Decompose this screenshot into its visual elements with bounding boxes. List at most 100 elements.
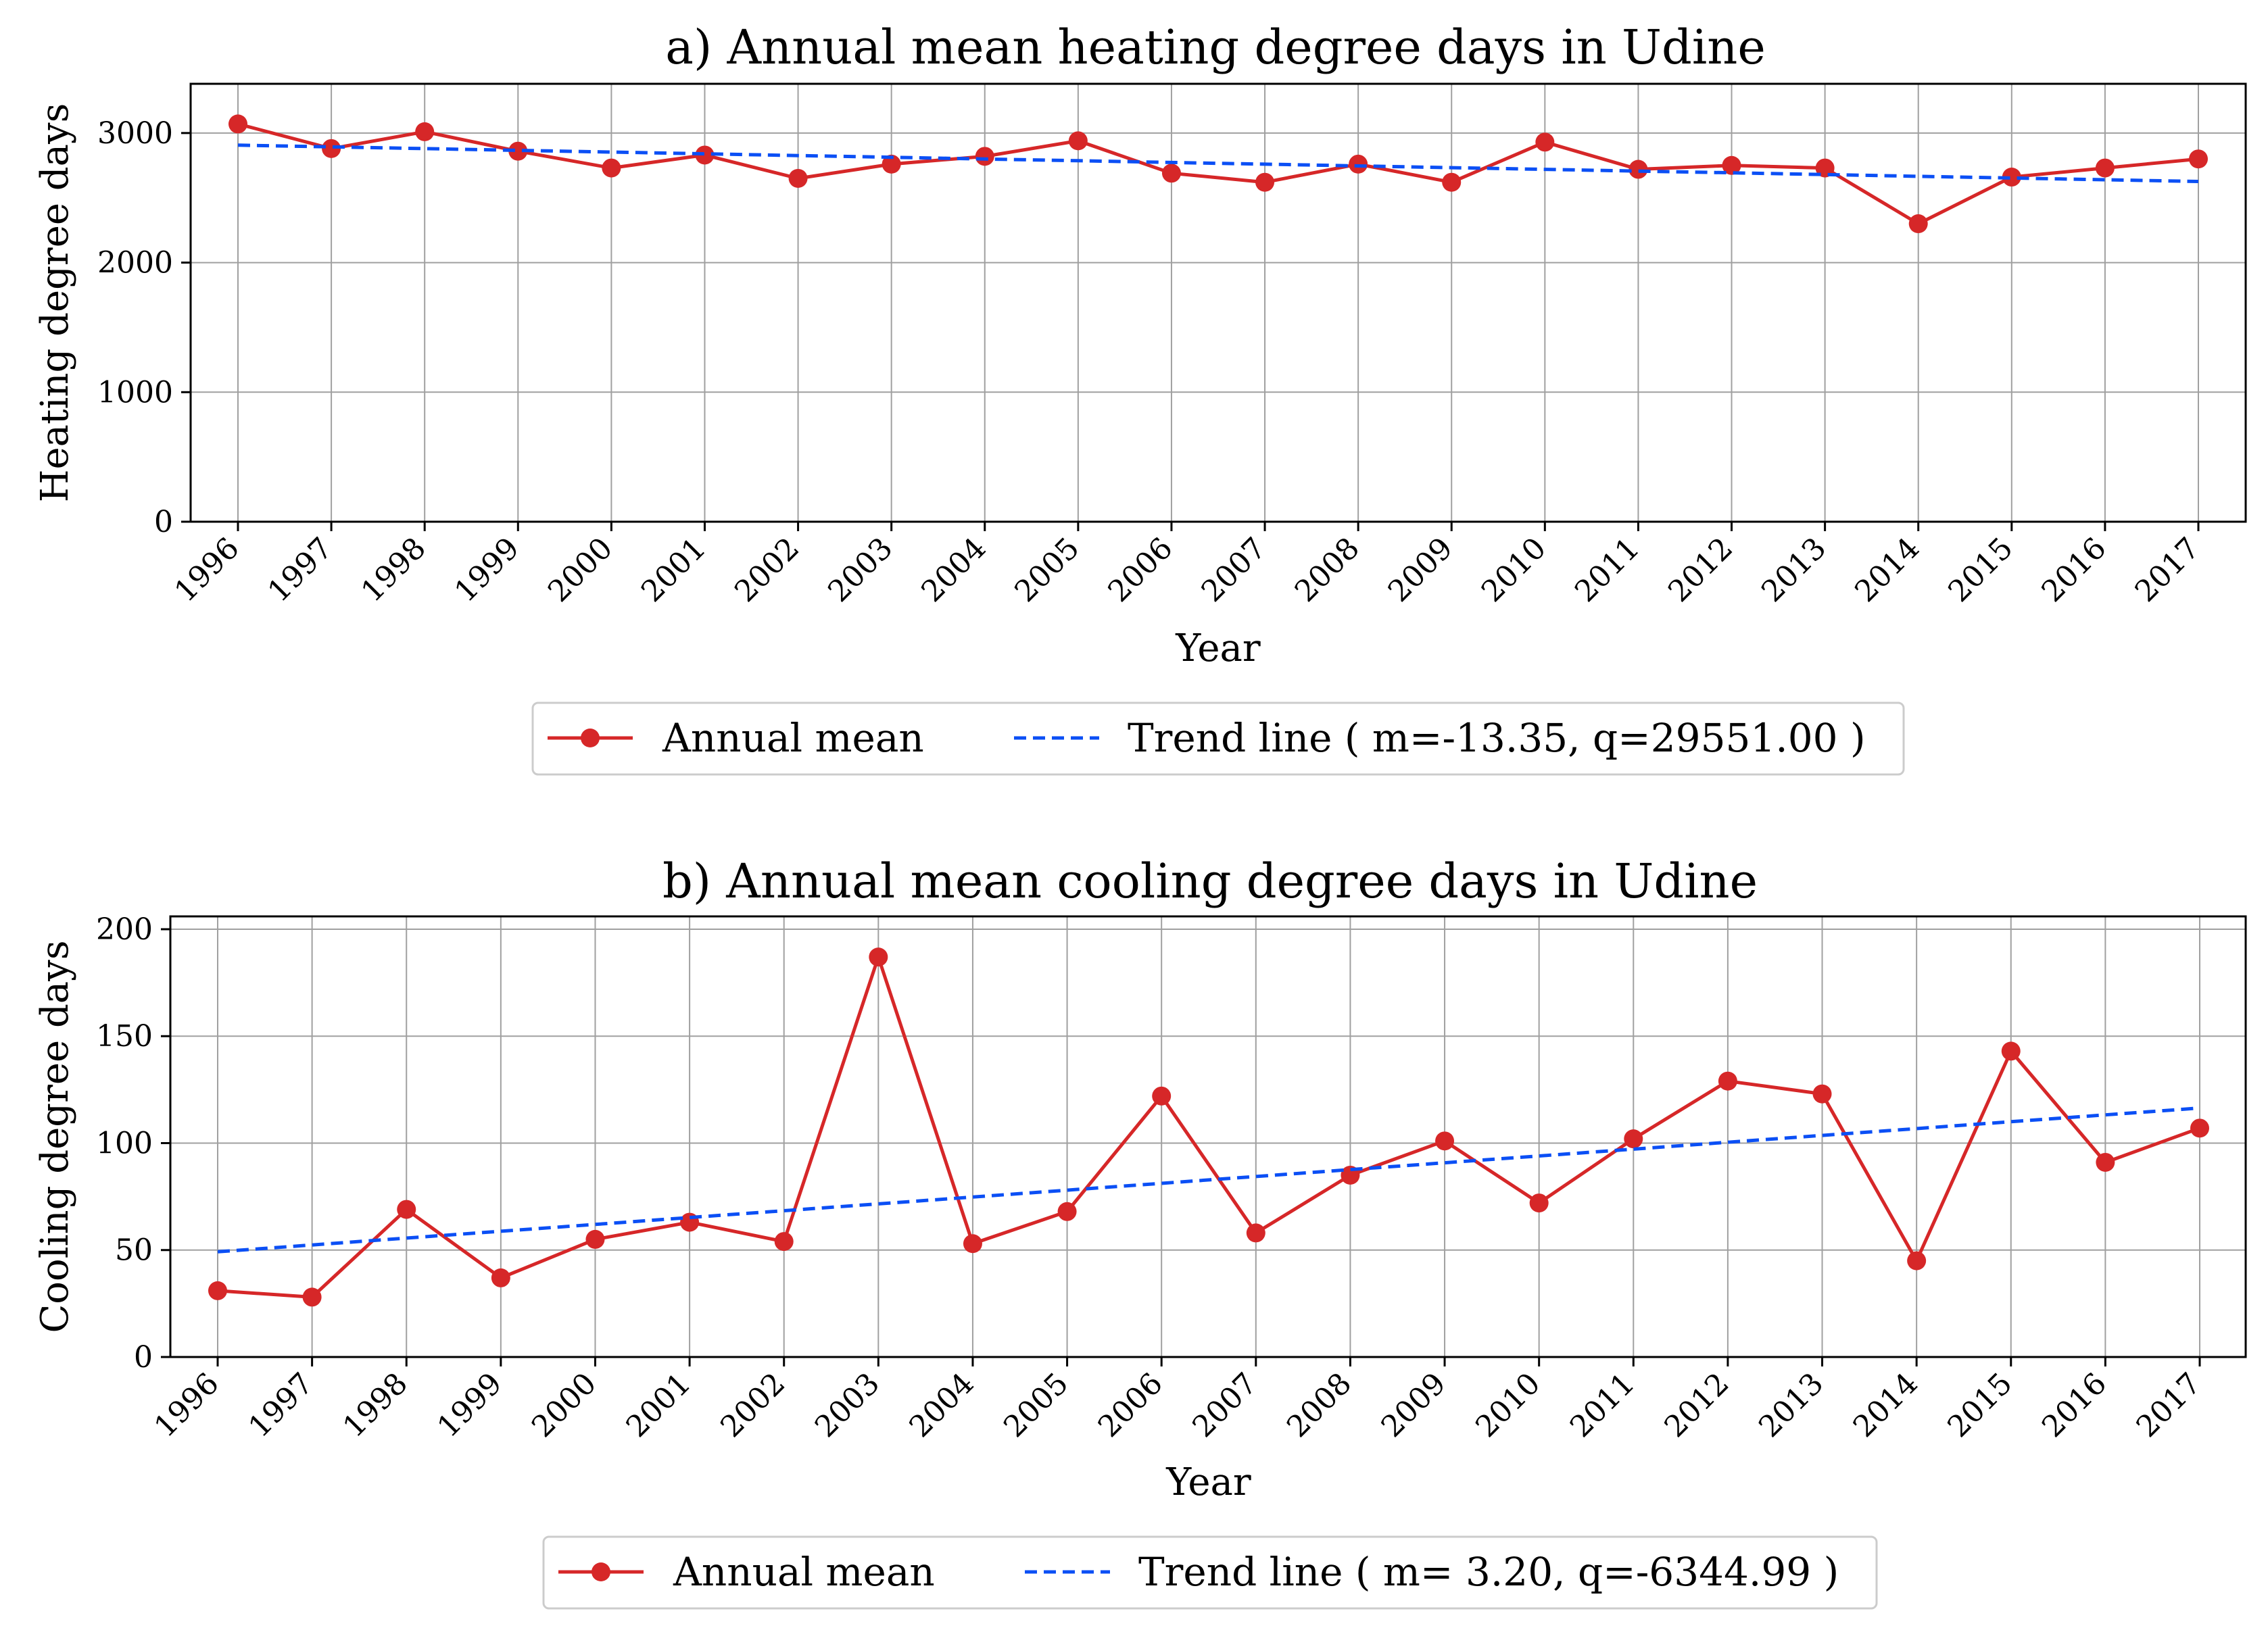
heating-grid (191, 84, 2246, 522)
cooling-x-tick-label: 2010 (1469, 1366, 1547, 1444)
heating-x-tick-label: 2001 (635, 531, 713, 609)
cooling-x-tick-label: 2009 (1375, 1366, 1453, 1444)
cooling-annual-point (585, 1229, 605, 1249)
cooling-x-tick-label: 2017 (2130, 1366, 2208, 1444)
heating-chart-title: a) Annual mean heating degree days in Ud… (665, 20, 1766, 75)
cooling-x-tick-label: 2006 (1092, 1366, 1169, 1444)
cooling-y-ticks: 0 50 100 150 200 (96, 912, 170, 1375)
heating-legend-annual-marker (581, 729, 600, 747)
cooling-trend-line (217, 1106, 2200, 1254)
heating-x-tick-label: 2000 (541, 531, 619, 609)
heating-annual-point (2002, 168, 2021, 187)
heating-plot-frame (189, 82, 2247, 523)
cooling-x-tick-label: 2012 (1658, 1366, 1735, 1444)
heating-annual-point (1722, 155, 1741, 175)
cooling-x-tick-label: 1998 (337, 1366, 414, 1444)
cooling-annual-point (1057, 1202, 1077, 1221)
cooling-x-tick-label: 1996 (148, 1366, 226, 1444)
heating-annual-point (1068, 131, 1088, 151)
heating-x-tick-label: 2015 (1941, 531, 2019, 609)
heating-x-tick-label: 2009 (1382, 531, 1459, 609)
cooling-x-tick-label: 2005 (997, 1366, 1075, 1444)
heating-trend-line (237, 143, 2199, 183)
cooling-x-tick-label: 1997 (242, 1366, 320, 1444)
heating-annual-point (228, 114, 247, 134)
heating-annual-point (1908, 214, 1928, 234)
cooling-x-tick-label: 2015 (1941, 1366, 2019, 1444)
heating-x-tick-label: 2010 (1475, 531, 1553, 609)
heating-annual-point (788, 168, 808, 188)
heating-annual-point (882, 154, 901, 174)
cooling-x-tick-label: 2000 (525, 1366, 603, 1444)
cooling-annual-point (2190, 1118, 2209, 1138)
cooling-grid (170, 916, 2246, 1358)
cooling-plot-frame (169, 915, 2247, 1358)
heating-x-ticks: 1996 1997 1998 1999 2000 2001 2002 2003 2004 2005… (168, 522, 2206, 609)
heating-x-tick-label: 2004 (915, 531, 992, 609)
heating-x-tick-label: 2002 (728, 531, 806, 609)
heating-x-tick-label: 1996 (168, 531, 246, 609)
heating-y-ticks: 0 1000 2000 3000 (97, 116, 191, 539)
cooling-annual-point (2001, 1041, 2021, 1061)
cooling-annual-point (1435, 1131, 1455, 1151)
cooling-y-tick-label: 0 (134, 1340, 153, 1375)
heating-x-tick-label: 2007 (1195, 531, 1273, 609)
heating-annual-point (975, 147, 994, 166)
heating-x-tick-label: 2013 (1755, 531, 1833, 609)
heating-series (228, 114, 2208, 234)
cooling-x-tick-label: 2002 (714, 1366, 792, 1444)
cooling-x-tick-label: 1999 (431, 1366, 508, 1444)
cooling-x-tick-label: 2008 (1280, 1366, 1358, 1444)
heating-x-tick-label: 1997 (262, 531, 339, 609)
cooling-x-tick-label: 2014 (1847, 1366, 1925, 1444)
cooling-y-tick-label: 150 (96, 1019, 153, 1054)
heating-x-tick-label: 1999 (448, 531, 526, 609)
heating-annual-point (2095, 158, 2115, 178)
cooling-legend: Annual mean Trend line ( m= 3.20, q=-634… (542, 1535, 1878, 1610)
heating-x-tick-label: 2011 (1568, 531, 1646, 609)
cooling-annual-point (2096, 1152, 2115, 1172)
heating-y-tick-label: 2000 (97, 246, 173, 280)
cooling-x-tick-label: 2003 (809, 1366, 886, 1444)
cooling-series (208, 947, 2209, 1307)
cooling-y-tick-label: 50 (115, 1233, 153, 1268)
cooling-annual-point (1529, 1193, 1549, 1213)
cooling-legend-trend-label: Trend line ( m= 3.20, q=-6344.99 ) (1138, 1549, 1839, 1595)
heating-x-tick-label: 2006 (1101, 531, 1179, 609)
cooling-legend-annual-label: Annual mean (673, 1549, 935, 1595)
cooling-annual-point (208, 1281, 227, 1300)
heating-annual-point (1442, 172, 1462, 192)
cooling-annual-point (1246, 1223, 1265, 1243)
cooling-annual-point (869, 947, 888, 967)
heating-annual-point (322, 139, 341, 158)
heating-annual-point (508, 141, 528, 161)
cooling-y-tick-label: 200 (96, 912, 153, 947)
cooling-x-ticks: 1996 1997 1998 1999 2000 2001 2002 2003 2004 2005… (148, 1357, 2208, 1444)
cooling-chart: b) Annual mean cooling degree days in Ud… (33, 854, 2247, 1610)
heating-chart: a) Annual mean heating degree days in Ud… (33, 20, 2247, 776)
cooling-annual-point (302, 1287, 322, 1307)
heating-x-tick-label: 2016 (2035, 531, 2113, 609)
heating-x-axis-label: Year (1175, 626, 1261, 670)
heating-x-tick-label: 2003 (821, 531, 899, 609)
heating-annual-point (415, 122, 435, 141)
heating-annual-point (2189, 149, 2208, 169)
cooling-chart-title: b) Annual mean cooling degree days in Ud… (662, 854, 1758, 909)
heating-annual-point (1349, 154, 1368, 174)
cooling-x-tick-label: 2004 (902, 1366, 980, 1444)
heating-legend-annual-label: Annual mean (662, 715, 924, 761)
cooling-annual-point (1812, 1084, 1832, 1104)
heating-y-tick-label: 0 (154, 505, 173, 539)
heating-x-tick-label: 2005 (1008, 531, 1086, 609)
cooling-annual-point (491, 1268, 510, 1287)
heating-annual-point (1255, 172, 1275, 192)
heating-annual-point (602, 158, 621, 178)
heating-x-tick-label: 2008 (1288, 531, 1366, 609)
heating-x-tick-label: 2017 (2129, 531, 2206, 609)
heating-legend: Annual mean Trend line ( m=-13.35, q=295… (531, 701, 1905, 776)
cooling-legend-box (542, 1535, 1878, 1610)
cooling-y-axis-label: Cooling degree days (33, 940, 77, 1333)
heating-y-axis-label: Heating degree days (33, 103, 77, 503)
heating-annual-point (1628, 159, 1648, 179)
